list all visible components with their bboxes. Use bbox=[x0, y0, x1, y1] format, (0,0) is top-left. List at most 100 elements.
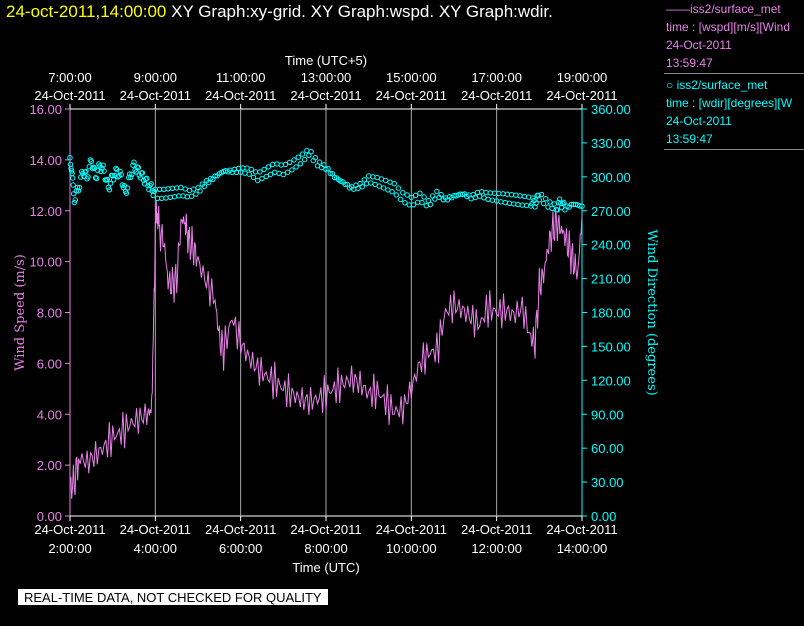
wind-direction-point bbox=[180, 193, 186, 199]
wind-direction-point bbox=[561, 199, 567, 206]
top-tick-label-time: 11:00:00 bbox=[216, 70, 266, 85]
wind-direction-point bbox=[560, 200, 566, 207]
wind-direction-point bbox=[72, 197, 79, 203]
wind-direction-point bbox=[312, 155, 318, 161]
wind-direction-point bbox=[113, 165, 119, 172]
x-tick-label-time: 4:00:00 bbox=[134, 541, 177, 556]
top-tick-label-date: 24-Oct-2011 bbox=[205, 88, 276, 103]
y-right-tick-label: 360.00 bbox=[591, 102, 631, 117]
legend-date: 24-Oct-2011 bbox=[666, 114, 732, 128]
legend-circle-icon: ○ bbox=[666, 78, 674, 92]
wind-direction-point bbox=[508, 192, 515, 198]
wind-direction-point bbox=[131, 159, 137, 165]
wind-direction-point bbox=[68, 165, 74, 172]
top-tick-label-date: 24-Oct-2011 bbox=[34, 88, 105, 103]
legend-source: iss2/surface_met bbox=[676, 78, 768, 92]
wind-direction-point bbox=[250, 174, 257, 181]
wind-direction-point bbox=[533, 200, 539, 207]
wind-direction-point bbox=[92, 175, 99, 181]
wind-direction-point bbox=[71, 191, 77, 197]
wind-direction-point bbox=[325, 166, 331, 172]
top-tick-label-date: 24-Oct-2011 bbox=[120, 88, 191, 103]
wind-direction-point bbox=[137, 175, 144, 181]
wind-direction-point bbox=[201, 183, 208, 190]
wind-direction-point bbox=[265, 164, 272, 170]
wind-direction-point bbox=[404, 192, 410, 198]
wind-direction-point bbox=[438, 191, 444, 198]
wind-direction-point bbox=[389, 189, 395, 195]
wind-direction-point bbox=[476, 193, 483, 199]
y-right-tick-label: 120.00 bbox=[591, 373, 631, 388]
wind-direction-point bbox=[419, 199, 425, 206]
wind-direction-point bbox=[274, 161, 280, 167]
wind-direction-point bbox=[289, 167, 295, 173]
header-timestamp: 24-oct-2011,14:00:00 bbox=[6, 2, 167, 21]
y-right-tick-label: 330.00 bbox=[591, 136, 631, 151]
x-tick-label-date: 24-Oct-2011 bbox=[120, 522, 191, 537]
wind-direction-point bbox=[410, 202, 417, 208]
x-tick-label-time: 10:00:00 bbox=[386, 541, 437, 556]
y-left-axis-title: Wind Speed (m/s) bbox=[13, 254, 28, 371]
wind-direction-point bbox=[506, 200, 513, 207]
wind-direction-point bbox=[111, 177, 117, 183]
x-tick-label-date: 24-Oct-2011 bbox=[205, 522, 276, 537]
wind-direction-point bbox=[434, 188, 440, 195]
wind-direction-point bbox=[361, 177, 368, 183]
wind-direction-point bbox=[327, 170, 333, 177]
x-tick-label-date: 24-Oct-2011 bbox=[290, 522, 361, 537]
wind-direction-point bbox=[85, 174, 91, 180]
wind-direction-point bbox=[549, 205, 555, 212]
top-tick-label-time: 13:00:00 bbox=[301, 70, 352, 85]
y-right-tick-label: 0.00 bbox=[591, 509, 616, 524]
top-tick-label-time: 19:00:00 bbox=[557, 70, 608, 85]
wind-direction-point bbox=[479, 189, 485, 195]
wind-direction-point bbox=[577, 203, 583, 209]
y-left-tick-label: 12.00 bbox=[29, 204, 62, 219]
wind-direction-point bbox=[370, 174, 376, 180]
wind-direction-point bbox=[398, 196, 404, 203]
wind-direction-point bbox=[517, 193, 523, 199]
wind-direction-point bbox=[380, 185, 387, 191]
wind-direction-point bbox=[417, 190, 423, 197]
y-right-tick-label: 90.00 bbox=[591, 407, 624, 422]
wind-direction-point bbox=[400, 190, 406, 196]
y-left-tick-label: 8.00 bbox=[37, 306, 62, 321]
wind-direction-point bbox=[540, 200, 547, 207]
wind-direction-point bbox=[212, 173, 218, 179]
wind-direction-point bbox=[363, 181, 370, 187]
legend-entry-wspd[interactable]: ——iss2/surface_met time : [wspd][m/s][Wi… bbox=[664, 0, 804, 74]
wind-direction-point bbox=[100, 162, 106, 168]
wind-direction-point bbox=[104, 176, 111, 183]
wind-direction-point bbox=[139, 170, 146, 176]
wind-direction-point bbox=[316, 159, 323, 165]
wind-direction-point bbox=[383, 177, 389, 184]
legend-entry-wdir[interactable]: ○ iss2/surface_met time : [wdir][degrees… bbox=[664, 76, 804, 150]
wind-speed-series-line bbox=[69, 200, 583, 499]
y-right-tick-label: 180.00 bbox=[591, 306, 631, 321]
wind-direction-point bbox=[74, 184, 81, 191]
legend-date: 24-Oct-2011 bbox=[666, 38, 732, 52]
y-left-tick-label: 6.00 bbox=[37, 356, 62, 371]
legend-line-icon: —— bbox=[666, 2, 690, 16]
wind-direction-point bbox=[124, 185, 131, 191]
wind-direction-point bbox=[538, 191, 545, 198]
x-tick-label-date: 24-Oct-2011 bbox=[34, 522, 105, 537]
wind-direction-point bbox=[129, 171, 135, 178]
legend-time: 13:59:47 bbox=[666, 56, 713, 70]
wind-direction-point bbox=[287, 159, 293, 166]
wind-direction-point bbox=[489, 197, 496, 203]
y-right-tick-label: 270.00 bbox=[591, 204, 631, 219]
wind-direction-point bbox=[513, 192, 519, 198]
wind-direction-point bbox=[554, 207, 561, 213]
wind-direction-point bbox=[106, 187, 113, 193]
wind-direction-point bbox=[299, 151, 306, 157]
wind-direction-point bbox=[197, 188, 203, 194]
y-left-tick-label: 4.00 bbox=[37, 407, 62, 422]
wind-direction-point bbox=[412, 192, 419, 199]
wind-direction-point bbox=[95, 167, 101, 174]
wind-direction-point bbox=[368, 180, 374, 186]
wind-direction-point bbox=[255, 177, 261, 184]
wind-direction-point bbox=[191, 186, 197, 192]
wind-direction-point bbox=[88, 158, 95, 165]
wind-direction-point bbox=[295, 154, 301, 160]
